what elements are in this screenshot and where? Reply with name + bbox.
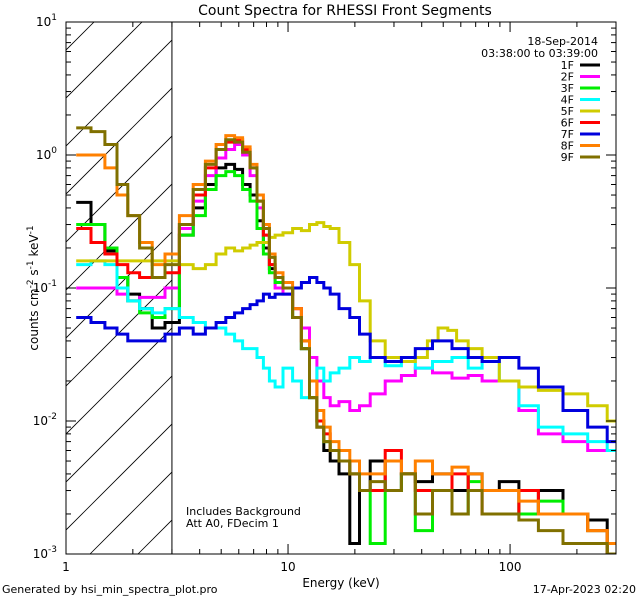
hatch-line <box>66 22 95 51</box>
legend-label-6F: 6F <box>561 117 574 130</box>
hatch-line <box>426 0 640 554</box>
background-note: Includes Background <box>186 505 301 518</box>
hatch-line <box>282 0 640 554</box>
legend-label-7F: 7F <box>561 128 574 141</box>
legend-label-3F: 3F <box>561 82 574 95</box>
hatch-line <box>66 22 143 99</box>
series-line-9F <box>76 126 616 554</box>
x-axis-label: Energy (keV) <box>302 576 379 590</box>
legend-label-4F: 4F <box>561 94 574 107</box>
excluded-region-hatch <box>0 0 640 554</box>
series-line-2F <box>76 143 616 452</box>
legend-label-1F: 1F <box>561 59 574 72</box>
time-range-label: 03:38:00 to 03:39:00 <box>481 47 598 60</box>
y-tick-label: 100 <box>36 146 57 162</box>
y-tick-label: 10-1 <box>33 279 57 295</box>
y-tick-label: 10-3 <box>33 545 57 561</box>
series-line-4F <box>76 259 616 452</box>
hatch-line <box>0 0 26 554</box>
x-tick-label: 10 <box>280 560 295 574</box>
series-group <box>76 126 616 554</box>
hatch-line <box>66 375 172 483</box>
hatch-line <box>89 471 172 554</box>
hatch-line <box>378 0 640 554</box>
hatch-line <box>66 183 172 291</box>
legend-label-5F: 5F <box>561 105 574 118</box>
legend-label-9F: 9F <box>561 151 574 164</box>
hatch-line <box>330 0 640 554</box>
legend-label-8F: 8F <box>561 140 574 153</box>
generated-by-footer: Generated by hsi_min_spectra_plot.pro <box>2 583 218 596</box>
y-tick-label: 101 <box>36 13 57 29</box>
axis-ticks: 1 10 100 10-3 10-2 10-1 100 101 <box>33 13 617 574</box>
chart-title: Count Spectra for RHESSI Front Segments <box>198 3 492 19</box>
attenuator-note: Att A0, FDecim 1 <box>186 517 279 530</box>
series-line-7F <box>76 276 616 444</box>
hatch-line <box>66 279 172 387</box>
x-tick-label: 100 <box>499 560 522 574</box>
y-tick-label: 10-2 <box>33 412 57 428</box>
hatch-line <box>66 423 172 531</box>
hatch-line <box>66 327 172 435</box>
hatch-line <box>66 39 172 147</box>
series-line-8F <box>76 134 616 545</box>
timestamp-footer: 17-Apr-2023 02:20 <box>532 583 636 596</box>
y-axis-label: counts cm-2 s-1 keV-1 <box>26 225 41 350</box>
legend-label-2F: 2F <box>561 71 574 84</box>
hatch-line <box>234 0 640 554</box>
x-tick-label: 1 <box>62 560 70 574</box>
series-line-5F <box>76 221 616 423</box>
date-label: 18-Sep-2014 <box>527 35 598 48</box>
